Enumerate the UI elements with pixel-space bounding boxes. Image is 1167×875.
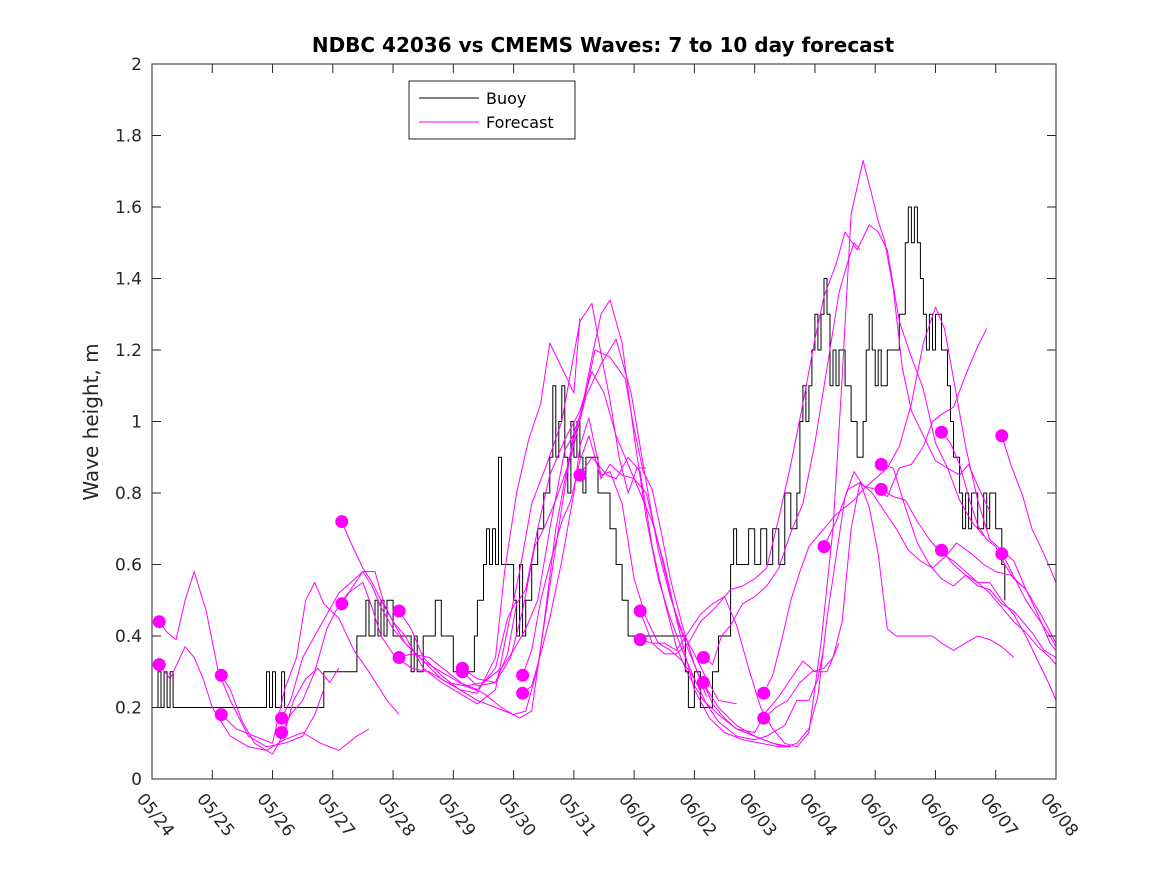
forecast-start-marker-10: [392, 651, 406, 664]
x-tick-label: 05/27: [313, 790, 359, 841]
forecast-start-marker-26: [935, 543, 948, 557]
y-tick-label: 1.8: [115, 127, 142, 147]
forecast-start-marker-7: [335, 515, 349, 529]
forecast-start-marker-12: [455, 665, 469, 679]
x-tick-label: 05/31: [554, 790, 600, 841]
series-line-forecast-10: [398, 299, 695, 719]
forecast-start-marker-20: [757, 686, 771, 700]
forecast-start-marker-28: [995, 547, 1009, 561]
series-line-forecast-19: [702, 328, 988, 748]
forecast-start-marker-6: [275, 726, 289, 739]
y-tick-label: 1.4: [115, 270, 142, 290]
forecast-start-marker-22: [817, 540, 831, 554]
forecast-start-marker-18: [696, 651, 710, 664]
y-tick-label: 0.8: [115, 484, 142, 504]
series-line-forecast-5: [281, 571, 518, 719]
forecast-start-marker-27: [995, 429, 1009, 443]
series-line-forecast-6: [281, 428, 578, 733]
forecast-start-marker-21: [757, 711, 771, 725]
x-tick-label: 05/30: [494, 790, 540, 841]
forecast-start-marker-1: [152, 615, 166, 629]
series-line-forecast-7: [341, 317, 581, 694]
x-tick-label: 06/04: [795, 790, 841, 841]
x-tick-label: 06/07: [976, 790, 1022, 841]
x-tick-label: 05/24: [132, 790, 178, 841]
forecast-start-marker-16: [633, 604, 647, 618]
forecast-start-marker-5: [275, 711, 289, 725]
x-tick-label: 05/28: [373, 790, 419, 841]
forecast-start-marker-8: [335, 597, 349, 611]
chart-title: NDBC 42036 vs CMEMS Waves: 7 to 10 day f…: [312, 33, 895, 57]
series-line-forecast-4: [220, 581, 400, 744]
legend: Buoy Forecast: [408, 80, 576, 140]
x-tick-label: 06/01: [614, 790, 660, 841]
series-line-forecast-20: [763, 306, 1027, 694]
y-tick-label: 1.2: [115, 341, 142, 361]
x-tick-label: 06/05: [855, 790, 901, 841]
y-axis-label: Wave height, m: [79, 343, 103, 500]
series-line-forecast-25: [941, 431, 1057, 651]
y-tick-label: 0: [131, 770, 142, 790]
y-tick-label: 0.2: [115, 699, 142, 719]
legend-box: [408, 80, 576, 140]
x-tick-label: 06/02: [674, 790, 720, 841]
series-line-forecast-2: [158, 646, 370, 751]
forecast-start-marker-2: [152, 658, 166, 672]
plot-area: [152, 64, 1056, 779]
series-line-forecast-27: [1001, 435, 1057, 583]
y-tick-label: 0.4: [115, 627, 142, 647]
forecast-start-marker-14: [516, 686, 530, 700]
legend-forecast-label: Forecast: [486, 113, 554, 132]
y-tick-label: 0.6: [115, 556, 142, 576]
series-line-forecast-26: [941, 549, 1057, 665]
x-tick-label: 05/25: [192, 790, 238, 841]
forecast-start-marker-9: [392, 604, 406, 618]
x-tick-label: 06/03: [735, 790, 781, 841]
forecast-start-marker-13: [516, 668, 530, 682]
y-tick-label: 1.6: [115, 198, 142, 218]
series-line-forecast-11: [462, 338, 737, 705]
x-tick-label: 05/26: [253, 790, 299, 841]
series-line-forecast-8: [341, 303, 647, 705]
forecast-start-marker-3: [214, 668, 228, 682]
forecast-start-marker-4: [214, 708, 228, 722]
series-line-forecast-13: [522, 435, 791, 748]
series-line-forecast-18: [703, 242, 861, 666]
legend-buoy-label: Buoy: [486, 89, 526, 108]
forecast-start-marker-24: [874, 482, 888, 496]
forecast-start-marker-23: [874, 457, 888, 471]
y-tick-label: 1: [131, 413, 142, 433]
x-tick-label: 06/08: [1036, 790, 1082, 841]
forecast-start-marker-25: [935, 425, 948, 439]
x-tick-label: 05/29: [433, 790, 479, 841]
series-layer: [152, 160, 1057, 755]
y-tick-label: 2: [131, 55, 142, 75]
forecast-start-marker-15: [573, 468, 587, 482]
series-line-forecast-12: [462, 371, 791, 748]
series-line-forecast-15: [579, 456, 840, 733]
series-line-forecast-21: [763, 481, 1015, 719]
x-tick-label: 06/06: [916, 790, 962, 841]
forecast-start-marker-17: [633, 633, 647, 647]
series-line-forecast-16: [639, 224, 985, 655]
plot-background: [152, 64, 1056, 779]
forecast-start-marker-19: [696, 676, 710, 689]
series-line-forecast-9: [398, 349, 707, 716]
series-line-forecast-24: [880, 488, 1057, 701]
series-line-forecast-1: [158, 571, 325, 748]
